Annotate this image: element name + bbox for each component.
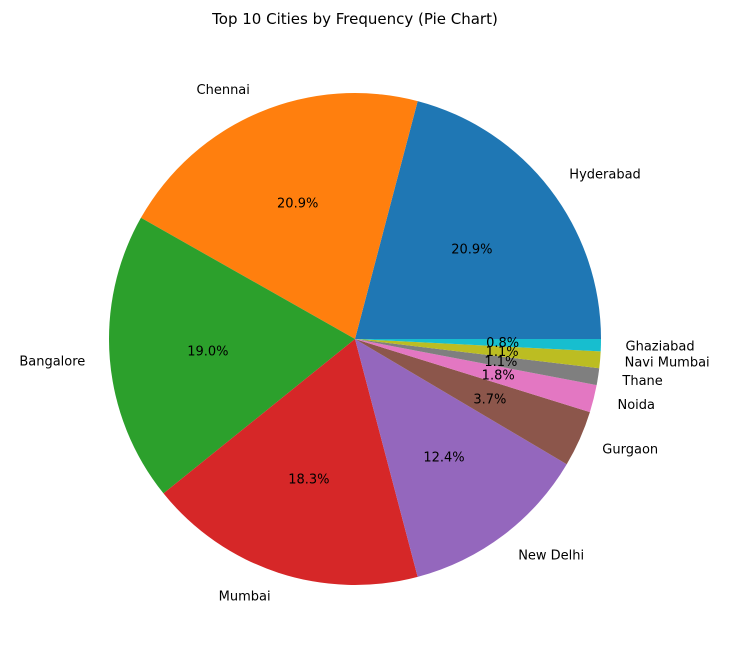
slice-percent-label: 1.8% — [482, 368, 515, 383]
slice-percent-label: 1.1% — [486, 345, 519, 360]
slice-percent-label: 18.3% — [288, 473, 329, 488]
slice-label: New Delhi — [518, 548, 584, 563]
pie-slices — [108, 93, 601, 585]
slice-label: Chennai — [197, 83, 250, 98]
slice-percent-label: 20.9% — [277, 197, 318, 212]
slice-percent-label: 12.4% — [423, 450, 464, 465]
slice-percent-label: 0.8% — [486, 336, 519, 351]
pie-slice-noida — [355, 339, 597, 413]
pie-labels: Hyderabad 20.9% Chennai 20.9% Bangalore 19.0%… — [19, 83, 709, 604]
pie-slice-chennai — [140, 93, 418, 340]
pie-slice-hyderabad — [355, 101, 601, 340]
pie-slice-navi-mumbai — [355, 339, 601, 369]
slice-label: Thane — [621, 374, 662, 389]
pie-slice-ghaziabad — [355, 339, 601, 352]
slice-label: Bangalore — [19, 355, 85, 370]
pie-slice-bangalore — [108, 217, 355, 494]
pie-slice-gurgaon — [355, 339, 590, 465]
slice-label: Mumbai — [219, 590, 271, 605]
slice-percent-label: 20.9% — [451, 242, 492, 257]
slice-percent-label: 3.7% — [473, 392, 506, 407]
pie-slice-mumbai — [163, 339, 418, 585]
slice-percent-label: 1.1% — [484, 355, 517, 370]
slice-percent-label: 19.0% — [187, 345, 228, 360]
slice-label: Navi Mumbai — [625, 355, 710, 370]
slice-label: Noida — [618, 398, 656, 413]
chart-title: Top 10 Cities by Frequency (Pie Chart) — [211, 10, 498, 28]
slice-label: Ghaziabad — [626, 339, 695, 354]
slice-label: Gurgaon — [602, 442, 658, 457]
pie-slice-thane — [355, 339, 600, 386]
slice-label: Hyderabad — [569, 167, 641, 182]
pie-slice-new-delhi — [355, 339, 567, 577]
